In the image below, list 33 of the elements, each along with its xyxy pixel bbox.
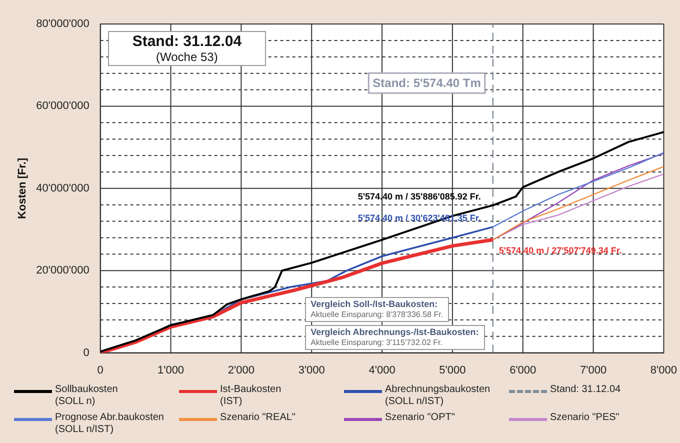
note-box: Vergleich Soll-/Ist-Baukosten: Aktuelle Einsparung: 8'378'336.58 Fr. xyxy=(304,296,450,322)
y-tick-label: 40'000'000 xyxy=(36,182,90,194)
annotation: Aktuelle Einsparung: 8'378'336.58 Fr. xyxy=(310,310,444,320)
y-tick-label: 0 xyxy=(83,346,90,359)
y-axis-title: Kosten [Fr.] xyxy=(16,158,29,219)
note-box: Vergleich Abrechnungs-/Ist-Baukosten: Aktuelle Einsparung: 3'115'732.02 Fr. xyxy=(304,324,485,350)
legend-label: Ist-Baukosten (IST) xyxy=(220,384,282,408)
y-tick-label: 80'000'000 xyxy=(36,18,90,30)
annotation: (Woche 53) xyxy=(155,50,219,64)
annotation: Stand: 31.12.04 xyxy=(131,33,243,50)
note-box: Stand: 31.12.04 (Woche 53) xyxy=(108,31,266,66)
legend-label: Stand: 31.12.04 xyxy=(550,384,621,396)
y-tick-label: 60'000'000 xyxy=(36,100,90,112)
annotation: Vergleich Abrechnungs-/Ist-Baukosten: xyxy=(310,326,479,338)
x-tick-label: 0 xyxy=(97,364,104,376)
x-tick-label: 4'000 xyxy=(368,364,396,376)
legend-label: Sollbaukosten (SOLL n) xyxy=(55,384,118,408)
legend-label: Szenario "OPT" xyxy=(385,412,455,424)
y-tick-label: 20'000'000 xyxy=(36,264,90,277)
x-tick-label: 1'000 xyxy=(157,364,184,376)
x-tick-label: 7'000 xyxy=(580,364,607,376)
legend-label: Abrechnungsbaukosten (SOLL n/IST) xyxy=(385,384,490,408)
annotation: Stand: 5'574.40 Tm xyxy=(372,76,481,90)
x-tick-label: 8'000 xyxy=(650,364,678,376)
annotation: Vergleich Soll-/Ist-Baukosten: xyxy=(310,298,439,310)
x-tick-label: 6'000 xyxy=(510,364,536,376)
legend-label: Prognose Abr.baukosten (SOLL n/IST) xyxy=(55,412,164,436)
x-tick-label: 5'000 xyxy=(439,364,466,376)
legend-label: Szenario "PES" xyxy=(550,412,620,424)
annotation: Aktuelle Einsparung: 3'115'732.02 Fr. xyxy=(310,338,444,348)
x-tick-label: 3'000 xyxy=(298,364,325,376)
x-tick-label: 2'000 xyxy=(228,364,254,376)
legend-label: Szenario "REAL" xyxy=(220,412,296,424)
